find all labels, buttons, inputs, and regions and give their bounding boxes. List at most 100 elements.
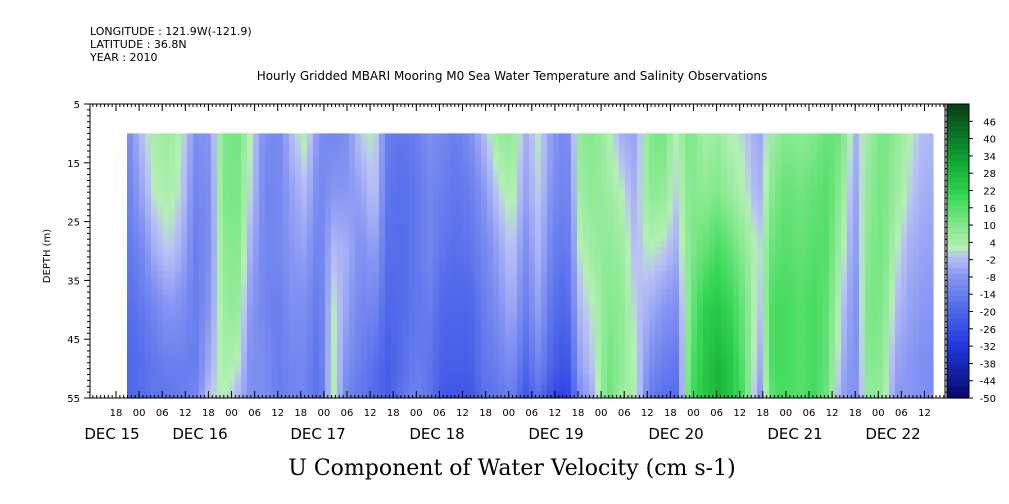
heatmap-cell [655, 139, 662, 146]
heatmap-cell [481, 181, 488, 188]
heatmap-cell [385, 313, 392, 320]
heatmap-cell [781, 361, 788, 368]
heatmap-cell [211, 301, 218, 308]
heatmap-cell [493, 145, 500, 152]
heatmap-cell [163, 139, 170, 146]
heatmap-cell [679, 217, 686, 224]
heatmap-cell [253, 151, 260, 158]
heatmap-cell [361, 385, 368, 392]
heatmap-cell [475, 163, 482, 170]
heatmap-cell [661, 187, 668, 194]
heatmap-cell [427, 199, 434, 206]
heatmap-cell [355, 241, 362, 248]
heatmap-cell [733, 205, 740, 212]
heatmap-cell [427, 283, 434, 290]
heatmap-cell [289, 181, 296, 188]
heatmap-cell [187, 289, 194, 296]
heatmap-cell [469, 229, 476, 236]
heatmap-cell [427, 337, 434, 344]
heatmap-cell [217, 277, 224, 284]
heatmap-cell [427, 229, 434, 236]
heatmap-cell [703, 211, 710, 218]
heatmap-cell [679, 229, 686, 236]
heatmap-cell [361, 271, 368, 278]
heatmap-cell [493, 385, 500, 392]
heatmap-cell [373, 223, 380, 230]
heatmap-cell [151, 235, 158, 242]
heatmap-cell [421, 307, 428, 314]
heatmap-cell [739, 187, 746, 194]
heatmap-cell [427, 301, 434, 308]
heatmap-cell [373, 319, 380, 326]
heatmap-cell [583, 145, 590, 152]
heatmap-cell [583, 367, 590, 374]
heatmap-cell [409, 379, 416, 386]
heatmap-cell [655, 343, 662, 350]
heatmap-cell [703, 361, 710, 368]
heatmap-cell [403, 301, 410, 308]
heatmap-cell [751, 301, 758, 308]
heatmap-cell [295, 319, 302, 326]
heatmap-cell [721, 247, 728, 254]
heatmap-cell [379, 199, 386, 206]
heatmap-cell [613, 133, 620, 140]
heatmap-cell [349, 265, 356, 272]
heatmap-cell [247, 265, 254, 272]
heatmap-cell [571, 343, 578, 350]
heatmap-cell [571, 235, 578, 242]
heatmap-cell [667, 157, 674, 164]
heatmap-cell [187, 295, 194, 302]
heatmap-cell [319, 235, 326, 242]
heatmap-cell [193, 241, 200, 248]
heatmap-cell [343, 259, 350, 266]
heatmap-cell [613, 265, 620, 272]
heatmap-cell [601, 259, 608, 266]
heatmap-cell [235, 373, 242, 380]
heatmap-cell [415, 229, 422, 236]
heatmap-cell [445, 337, 452, 344]
heatmap-cell [691, 163, 698, 170]
heatmap-cell [457, 229, 464, 236]
heatmap-cell [787, 199, 794, 206]
heatmap-cell [583, 187, 590, 194]
heatmap-cell [445, 247, 452, 254]
heatmap-cell [319, 271, 326, 278]
heatmap-cell [775, 367, 782, 374]
heatmap-cell [181, 139, 188, 146]
heatmap-cell [253, 133, 260, 140]
heatmap-cell [403, 241, 410, 248]
heatmap-cell [247, 289, 254, 296]
heatmap-cell [535, 289, 542, 296]
heatmap-cell [451, 181, 458, 188]
heatmap-cell [523, 271, 530, 278]
heatmap-cell [565, 217, 572, 224]
heatmap-cell [487, 319, 494, 326]
heatmap-cell [139, 187, 146, 194]
heatmap-cell [379, 373, 386, 380]
heatmap-cell [523, 229, 530, 236]
heatmap-cell [625, 337, 632, 344]
heatmap-cell [685, 145, 692, 152]
heatmap-cell [355, 277, 362, 284]
heatmap-cell [757, 163, 764, 170]
heatmap-cell [211, 337, 218, 344]
heatmap-cell [163, 313, 170, 320]
heatmap-cell [265, 163, 272, 170]
heatmap-cell [661, 217, 668, 224]
heatmap-cell [601, 373, 608, 380]
heatmap-cell [469, 313, 476, 320]
heatmap-cell [307, 373, 314, 380]
heatmap-cell [319, 241, 326, 248]
heatmap-cell [553, 337, 560, 344]
heatmap-cell [211, 181, 218, 188]
heatmap-cell [607, 133, 614, 140]
heatmap-cell [355, 139, 362, 146]
heatmap-cell [331, 169, 338, 176]
heatmap-cell [511, 295, 518, 302]
heatmap-cell [787, 277, 794, 284]
heatmap-cell [637, 373, 644, 380]
heatmap-cell [367, 133, 374, 140]
heatmap-cell [451, 361, 458, 368]
heatmap-cell [511, 265, 518, 272]
heatmap-cell [679, 223, 686, 230]
